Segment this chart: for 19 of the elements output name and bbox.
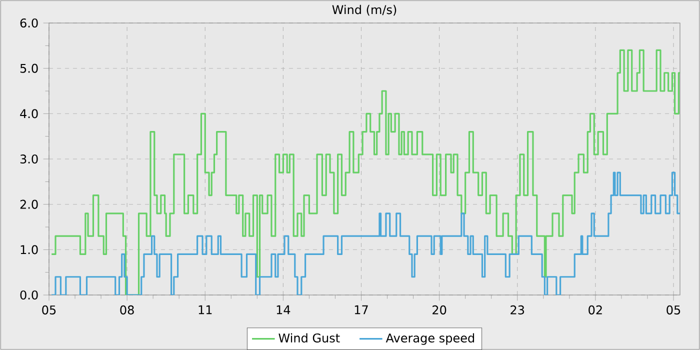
- y-tick-label: 2.0: [20, 200, 38, 209]
- legend-label: Average speed: [386, 333, 474, 345]
- y-tick-label: 4.0: [20, 109, 38, 118]
- y-tick-label: 0.0: [20, 290, 38, 300]
- x-tick-label: 17: [354, 305, 368, 314]
- y-tick-label: 3.0: [20, 154, 38, 164]
- legend-label: Wind Gust: [278, 333, 340, 343]
- x-tick-label: 02: [588, 305, 602, 314]
- x-tick-label: 20: [432, 305, 446, 314]
- x-tick-label: 14: [276, 305, 290, 314]
- x-tick-label: 08: [120, 305, 134, 314]
- y-tick-label: 5.0: [20, 64, 38, 73]
- y-tick-label: 1.0: [20, 245, 38, 254]
- x-tick-label: 11: [198, 305, 212, 314]
- x-tick-label: 23: [510, 305, 524, 314]
- x-tick-label: 05: [666, 305, 680, 314]
- y-tick-label: 6.0: [20, 18, 38, 28]
- chart-title: Wind (m/s): [332, 4, 396, 16]
- x-tick-label: 05: [42, 305, 56, 314]
